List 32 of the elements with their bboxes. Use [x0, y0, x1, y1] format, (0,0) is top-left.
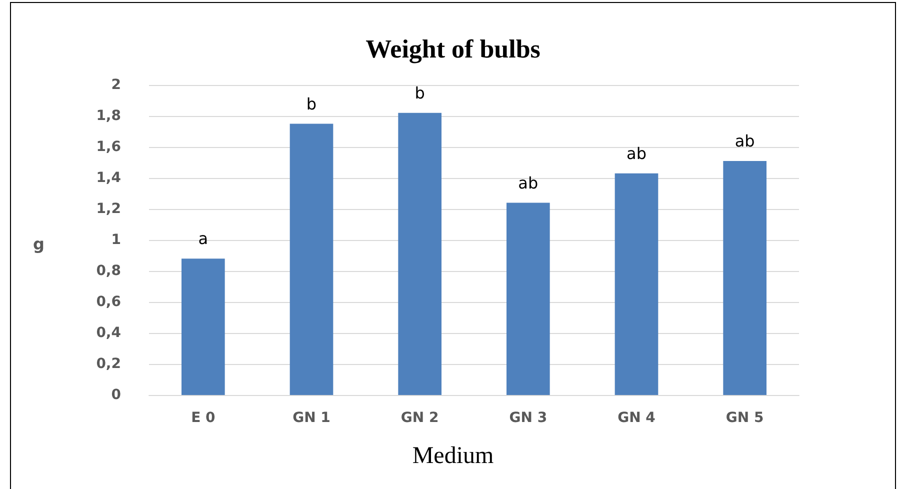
x-tick-label: GN 5 — [726, 410, 764, 426]
y-tick-label: 1,4 — [96, 170, 122, 186]
y-tick-label: 0,6 — [96, 294, 121, 310]
y-tick-label: 0,8 — [96, 263, 121, 279]
y-tick-label: 1,6 — [96, 139, 121, 155]
annotation: ab — [734, 131, 755, 150]
y-tick-label: 0,2 — [96, 356, 121, 372]
y-tick-label: 1,8 — [96, 108, 121, 124]
y-tick-label: 0 — [111, 387, 122, 403]
bar — [614, 173, 658, 395]
y-tick-label: 1,2 — [96, 201, 121, 217]
bar — [182, 258, 225, 395]
annotation: b — [414, 83, 425, 102]
y-tick-label: 0,4 — [96, 325, 122, 341]
annotation: a — [198, 229, 208, 248]
chart-title: Weight of bulbs — [366, 34, 540, 64]
bar — [398, 112, 442, 395]
y-axis-title: g — [33, 234, 44, 254]
y-tick-label: 1 — [111, 232, 121, 248]
x-tick-label: GN 4 — [618, 410, 656, 426]
x-tick-label: GN 1 — [292, 410, 330, 426]
annotation: ab — [518, 173, 538, 192]
bar — [506, 202, 550, 395]
annotation: b — [306, 94, 317, 114]
x-tick-label: GN 2 — [400, 410, 439, 426]
bar — [723, 160, 766, 395]
x-axis-title: Medium — [412, 443, 494, 469]
annotation: ab — [626, 144, 646, 163]
y-tick-label: 2 — [111, 77, 121, 93]
bar — [290, 124, 334, 395]
x-tick-label: E 0 — [191, 410, 216, 426]
x-tick-label: GN 3 — [509, 410, 548, 426]
